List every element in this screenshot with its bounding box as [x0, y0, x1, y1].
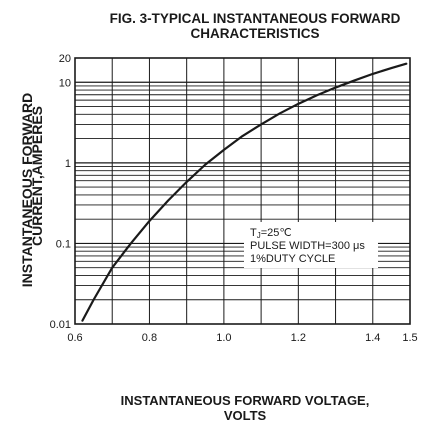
- grid: [75, 58, 410, 324]
- x-tick-label: 1.2: [291, 332, 306, 344]
- forward-characteristic-curve: [81, 62, 408, 322]
- conditions-note-background: [244, 222, 378, 268]
- chart-subtitle: CHARACTERISTICS: [190, 26, 320, 41]
- x-tick-label: 1.4: [365, 332, 380, 344]
- axis-ticks: 0.6 0.8 1.0 1.2 1.4 1.5 0.01 0.1 1 10 20: [50, 53, 418, 344]
- x-axis-label: INSTANTANEOUS FORWARD VOLTAGE,: [120, 393, 370, 408]
- series: [81, 62, 408, 322]
- note-junction-temperature: TJ=25℃: [250, 227, 292, 240]
- x-tick-label: 0.6: [67, 332, 82, 344]
- note-duty-cycle: 1%DUTY CYCLE: [250, 253, 335, 265]
- conditions-note: TJ=25℃ PULSE WIDTH=300 μs 1%DUTY CYCLE: [244, 222, 378, 268]
- y-tick-label: 0.1: [56, 238, 71, 250]
- y-tick-label: 10: [59, 77, 71, 89]
- y-tick-label: 1: [65, 158, 71, 170]
- x-tick-label: 1.0: [216, 332, 231, 344]
- x-tick-label: 0.8: [142, 332, 157, 344]
- x-tick-label: 1.5: [402, 332, 417, 344]
- y-tick-label: 0.01: [50, 319, 71, 331]
- y-tick-label: 20: [59, 53, 71, 65]
- note-pulse-width: PULSE WIDTH=300 μs: [250, 240, 365, 252]
- chart-title: FIG. 3-TYPICAL INSTANTANEOUS FORWARD: [109, 11, 401, 26]
- x-axis-label-line2: VOLTS: [223, 408, 267, 423]
- plot-frame: [74, 57, 411, 325]
